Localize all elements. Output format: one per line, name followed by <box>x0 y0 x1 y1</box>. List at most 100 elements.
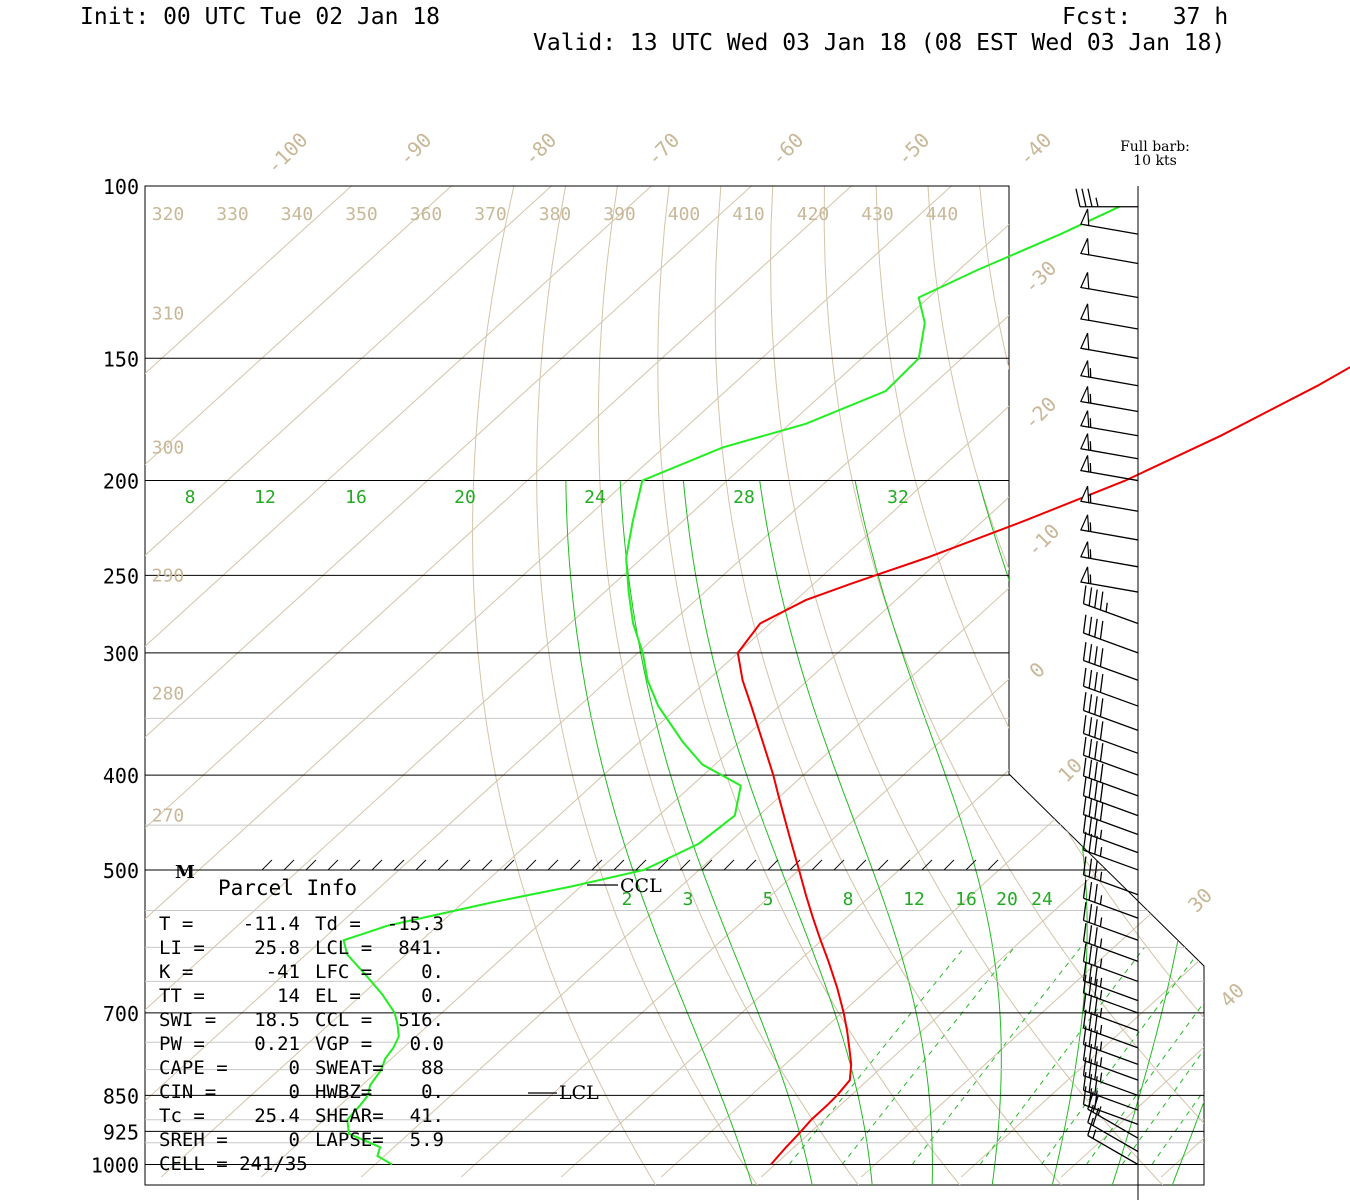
barb-full <box>1088 616 1093 636</box>
barb-full <box>1082 1041 1087 1061</box>
dry-adiabat-line <box>657 186 961 1185</box>
isotherm-label: -50 <box>892 128 935 171</box>
barb-full <box>1092 1107 1100 1126</box>
theta-label: 320 <box>152 204 185 225</box>
barb-half <box>1095 197 1099 207</box>
valid-time: Valid: 13 UTC Wed 03 Jan 18 (08 EST Wed … <box>533 30 1226 56</box>
parcel-value: 18.5 <box>254 1009 300 1031</box>
barb-shaft <box>1083 659 1139 681</box>
barb-full <box>1088 779 1093 798</box>
hatch-mark <box>701 859 713 871</box>
mixing-ratio-label: 12 <box>903 889 925 910</box>
dry-adiabat-line <box>1328 141 1350 1185</box>
hatch-mark <box>987 859 999 871</box>
barb-shaft <box>1080 469 1139 482</box>
parcel-info: M Parcel Info CCL LCL T = -11.4 Td = -15.3 LI = 2… <box>159 862 662 1175</box>
isotherm-line <box>1160 186 1204 1178</box>
barb-shaft <box>1080 529 1139 541</box>
hatch-mark <box>371 859 383 871</box>
isotherm-line <box>145 186 501 1178</box>
wind-barb <box>1082 777 1139 817</box>
barb-full <box>1081 188 1087 207</box>
hatch-mark <box>789 859 801 871</box>
hatch-mark <box>327 859 339 871</box>
isotherm-line <box>145 186 1101 1178</box>
wind-barb <box>1082 856 1139 896</box>
barb-full <box>1088 1028 1093 1047</box>
isotherm-label: -40 <box>1014 128 1057 171</box>
barb-full <box>1094 741 1098 760</box>
barb-half <box>1099 977 1103 988</box>
wind-barb <box>1082 1057 1139 1097</box>
barb-flag <box>1080 514 1090 532</box>
theta-label: 440 <box>926 204 959 225</box>
isotherm-label: -30 <box>1019 256 1062 299</box>
barb-shaft <box>1083 1059 1139 1081</box>
barb-flag <box>1080 303 1090 322</box>
barb-full <box>1094 1076 1098 1095</box>
barb-shaft <box>1083 795 1139 817</box>
isotherm-line <box>860 186 1204 1178</box>
parcel-param: CIN = <box>159 1081 216 1103</box>
moist-adiabat-line <box>1171 480 1204 1185</box>
barb-full <box>1094 1046 1098 1065</box>
mixing-ratio-label: 20 <box>996 889 1018 910</box>
isotherm-label: -60 <box>766 128 809 171</box>
barb-full <box>1099 721 1104 740</box>
barb-shaft <box>1080 425 1139 437</box>
pressure-tick-label: 250 <box>103 564 139 588</box>
barb-full <box>1094 781 1098 800</box>
parcel-value: 516. <box>398 1009 444 1031</box>
barb-half <box>1097 1106 1102 1116</box>
isotherm-line <box>145 186 901 1178</box>
hatch-mark <box>679 859 691 871</box>
barb-shaft <box>1083 632 1139 654</box>
moist-adiabat-line <box>565 480 753 1185</box>
barb-full <box>1075 188 1081 207</box>
parcel-marker: M <box>175 862 195 883</box>
barb-shaft <box>1083 1074 1139 1097</box>
parcel-param: Tc = <box>159 1105 205 1127</box>
barb-full <box>1092 1094 1100 1113</box>
wind-barb <box>1087 1104 1139 1153</box>
barb-full <box>1094 761 1098 781</box>
parcel-value: 88 <box>421 1057 444 1079</box>
barb-full <box>1094 835 1098 855</box>
barb-full <box>1088 976 1093 996</box>
barb-full <box>1087 1117 1094 1136</box>
barb-full <box>1088 925 1093 944</box>
theta-e-label: 28 <box>733 487 755 508</box>
barb-full <box>1099 620 1104 640</box>
parcel-param: HWBZ= <box>315 1081 372 1103</box>
barb-shaft <box>1080 347 1139 359</box>
isotherm-line <box>145 186 1001 1178</box>
isotherm-line <box>360 186 1204 1178</box>
barb-full <box>1094 996 1098 1016</box>
wind-barb <box>1080 566 1139 593</box>
wind-barb <box>1082 962 1139 1002</box>
barb-flag <box>1080 272 1090 290</box>
wind-barb <box>1080 360 1139 387</box>
hatch-mark <box>481 859 493 871</box>
barb-shaft <box>1080 400 1139 413</box>
barb-full <box>1094 589 1098 608</box>
barb-full <box>1082 902 1087 921</box>
barb-half <box>1099 895 1103 905</box>
parcel-value: 0 <box>289 1129 300 1151</box>
pressure-tick-label: 150 <box>103 347 139 371</box>
theta-label: 290 <box>152 565 185 586</box>
barb-half <box>1099 1072 1103 1082</box>
barb-full <box>1099 802 1104 821</box>
theta-label: 380 <box>539 204 572 225</box>
isotherm-line <box>145 186 401 1178</box>
isotherm-label: -80 <box>519 128 562 171</box>
barb-shaft <box>1080 286 1139 299</box>
barb-full <box>1094 947 1098 966</box>
barb-full <box>1088 816 1093 835</box>
barb-full <box>1082 814 1087 833</box>
lcl-label: LCL <box>559 1082 599 1104</box>
barb-half <box>1099 1024 1103 1035</box>
barb-full <box>1088 904 1093 923</box>
barb-flag <box>1080 238 1090 256</box>
